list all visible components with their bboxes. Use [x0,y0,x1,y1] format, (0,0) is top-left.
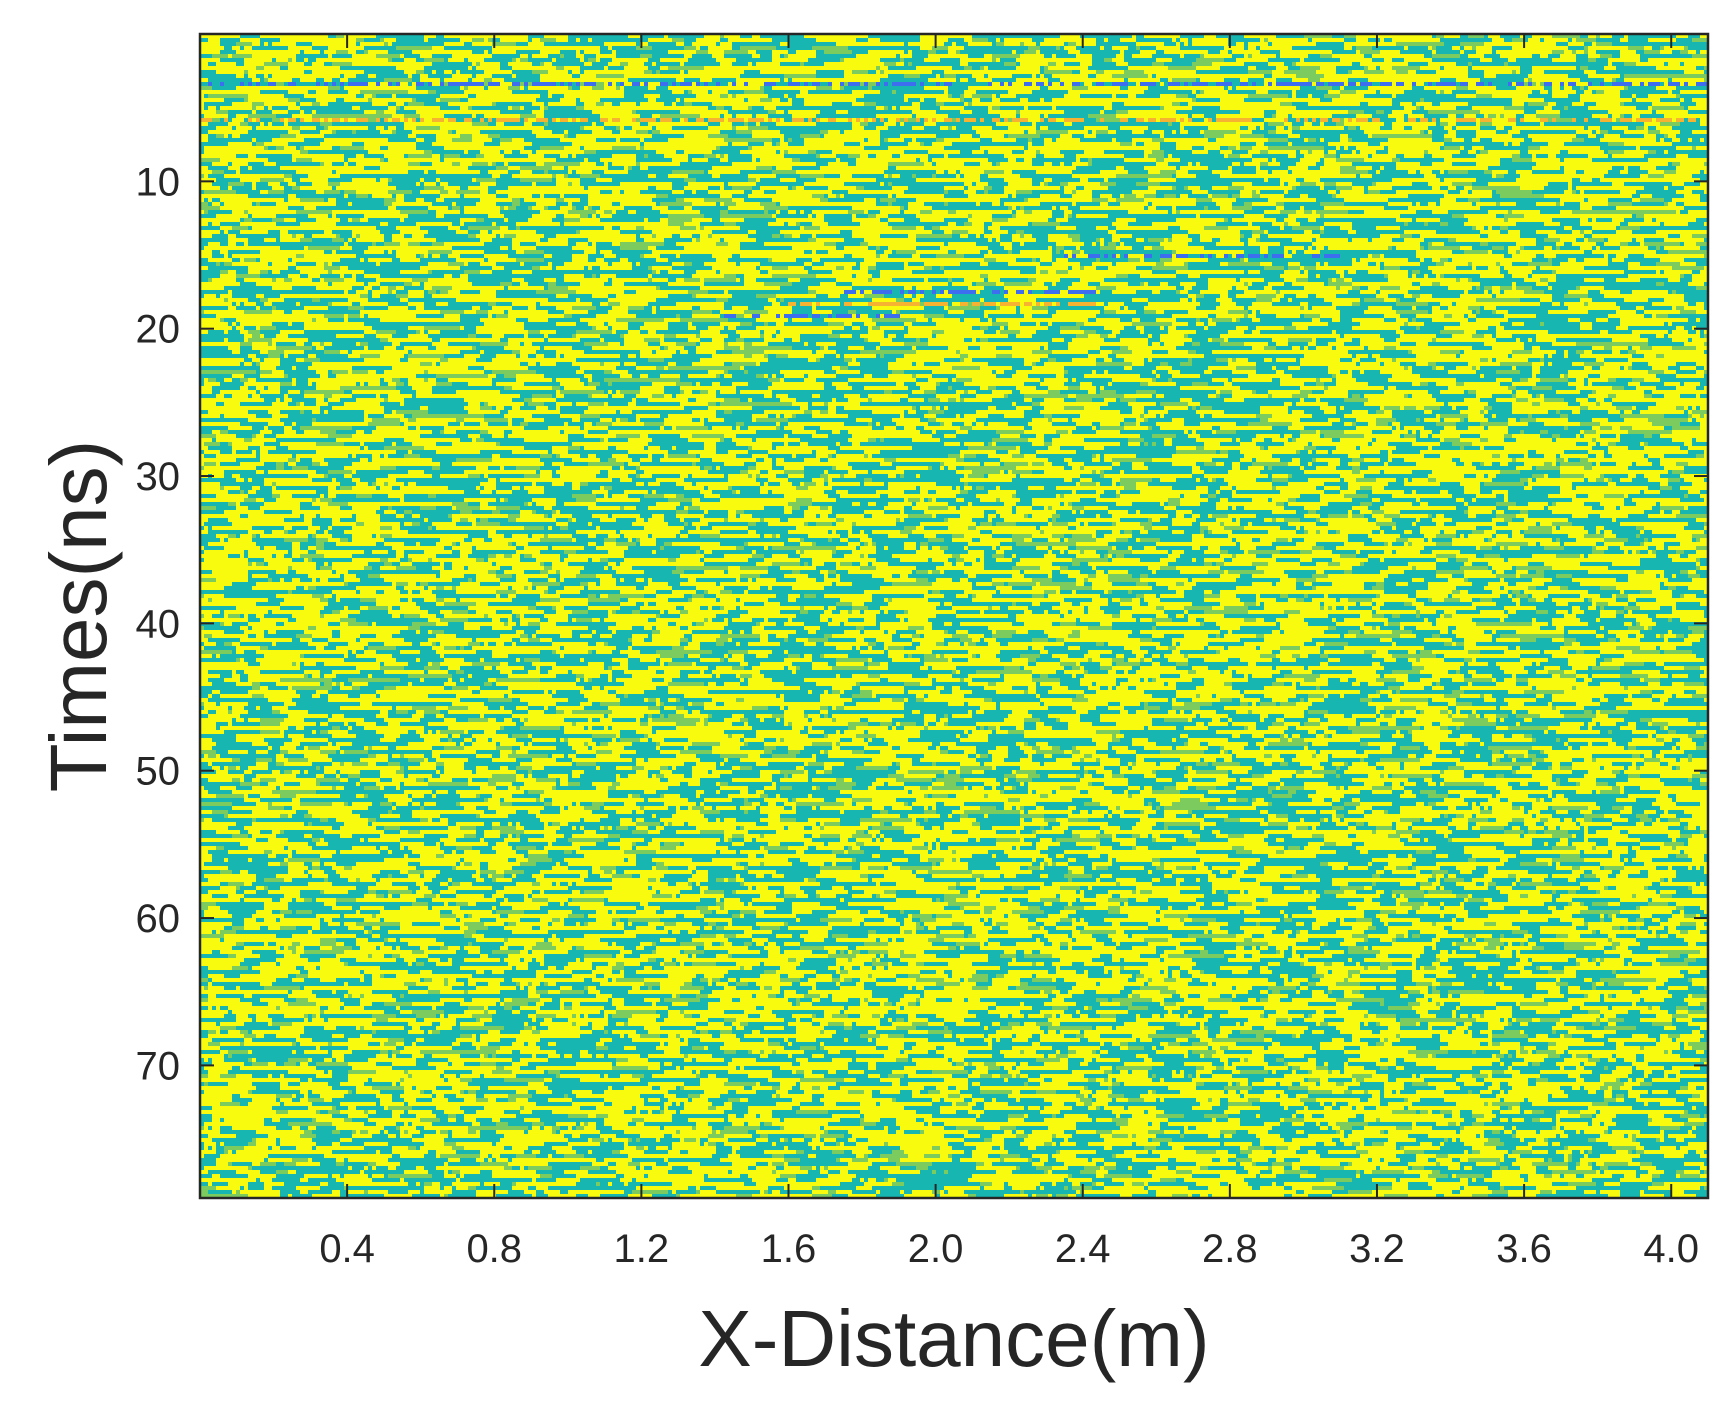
y-tick-label: 10 [136,160,181,204]
y-axis-label: Times(ns) [34,440,123,793]
y-tick-label: 50 [136,750,181,794]
y-tick-label: 30 [136,455,181,499]
x-tick-label: 0.4 [319,1227,375,1271]
x-tick-label: 1.2 [614,1227,670,1271]
x-tick-label: 2.8 [1202,1227,1258,1271]
x-axis-label: X-Distance(m) [698,1294,1209,1383]
y-tick-label: 20 [136,308,181,352]
x-tick-label: 3.2 [1349,1227,1405,1271]
x-tick-label: 3.6 [1496,1227,1552,1271]
heatmap-image [200,34,1708,1198]
axes-box [198,32,1710,1200]
x-tick-label: 2.0 [908,1227,964,1271]
x-tick-label: 0.8 [466,1227,522,1271]
y-tick-label: 60 [136,897,181,941]
x-tick-label: 2.4 [1055,1227,1111,1271]
y-axis-ticks: 10 20 30 40 50 60 70 [136,160,1708,1088]
y-tick-label: 40 [136,602,181,646]
x-axis-ticks: 0.4 0.8 1.2 1.6 2.0 2.4 2.8 3.2 3.6 4.0 [319,34,1699,1271]
y-tick-label: 70 [136,1044,181,1088]
x-tick-label: 4.0 [1643,1227,1699,1271]
x-tick-label: 1.6 [761,1227,817,1271]
